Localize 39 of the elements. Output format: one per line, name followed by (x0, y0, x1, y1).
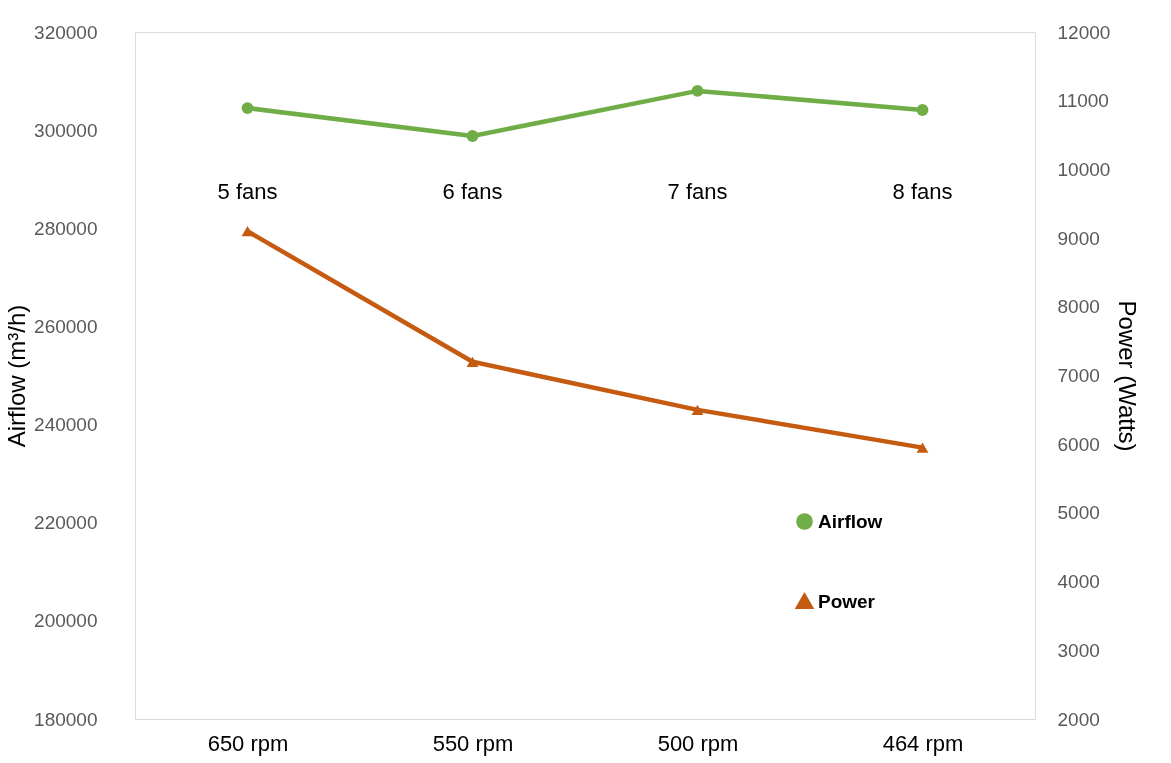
x-tick-label: 650 rpm (207, 730, 289, 756)
point (916, 104, 929, 116)
y2-tick-label: 12000 (1057, 21, 1111, 43)
y2-tick-label: 6000 (1057, 433, 1100, 455)
y-tick-label: 240000 (34, 414, 98, 436)
x-tick-label: 464 rpm (882, 730, 964, 756)
point (466, 130, 479, 142)
legend-label: Power (818, 590, 876, 612)
y2-tick-label: 7000 (1057, 365, 1100, 386)
y2-tick-label: 10000 (1057, 158, 1111, 180)
x-tick-label: 550 rpm (432, 730, 514, 756)
y-tick-label: 280000 (34, 217, 98, 239)
y2-tick-label: 2000 (1057, 708, 1100, 730)
y2-tick-label: 3000 (1057, 639, 1100, 661)
y-tick-label: 320000 (34, 21, 98, 43)
y2-tick-label: 4000 (1057, 571, 1100, 593)
y2-tick-label: 5000 (1057, 502, 1100, 524)
legend-label: Airflow (818, 510, 883, 532)
y-axis-title: Airflow (m³/h) (3, 304, 31, 448)
point (466, 356, 479, 367)
y2-tick-label: 9000 (1057, 227, 1100, 249)
annotation: 8 fans (892, 179, 953, 204)
point (241, 226, 254, 237)
point (691, 404, 704, 415)
x-tick-label: 500 rpm (657, 730, 739, 756)
annotation: 6 fans (442, 179, 503, 204)
y-tick-label: 180000 (34, 708, 98, 730)
y2-tick-label: 11000 (1057, 90, 1109, 112)
y-tick-label: 220000 (34, 512, 98, 534)
y2-tick-label: 8000 (1057, 296, 1100, 318)
point (691, 84, 704, 97)
annotation: 7 fans (667, 179, 728, 204)
annotation: 5 fans (217, 179, 278, 204)
y-tick-label: 260000 (34, 315, 98, 337)
point (241, 102, 254, 114)
y2-axis-title: Power (Watts) (1114, 300, 1142, 452)
y-tick-label: 200000 (34, 610, 98, 632)
y-tick-label: 300000 (34, 119, 98, 141)
point (916, 442, 929, 453)
